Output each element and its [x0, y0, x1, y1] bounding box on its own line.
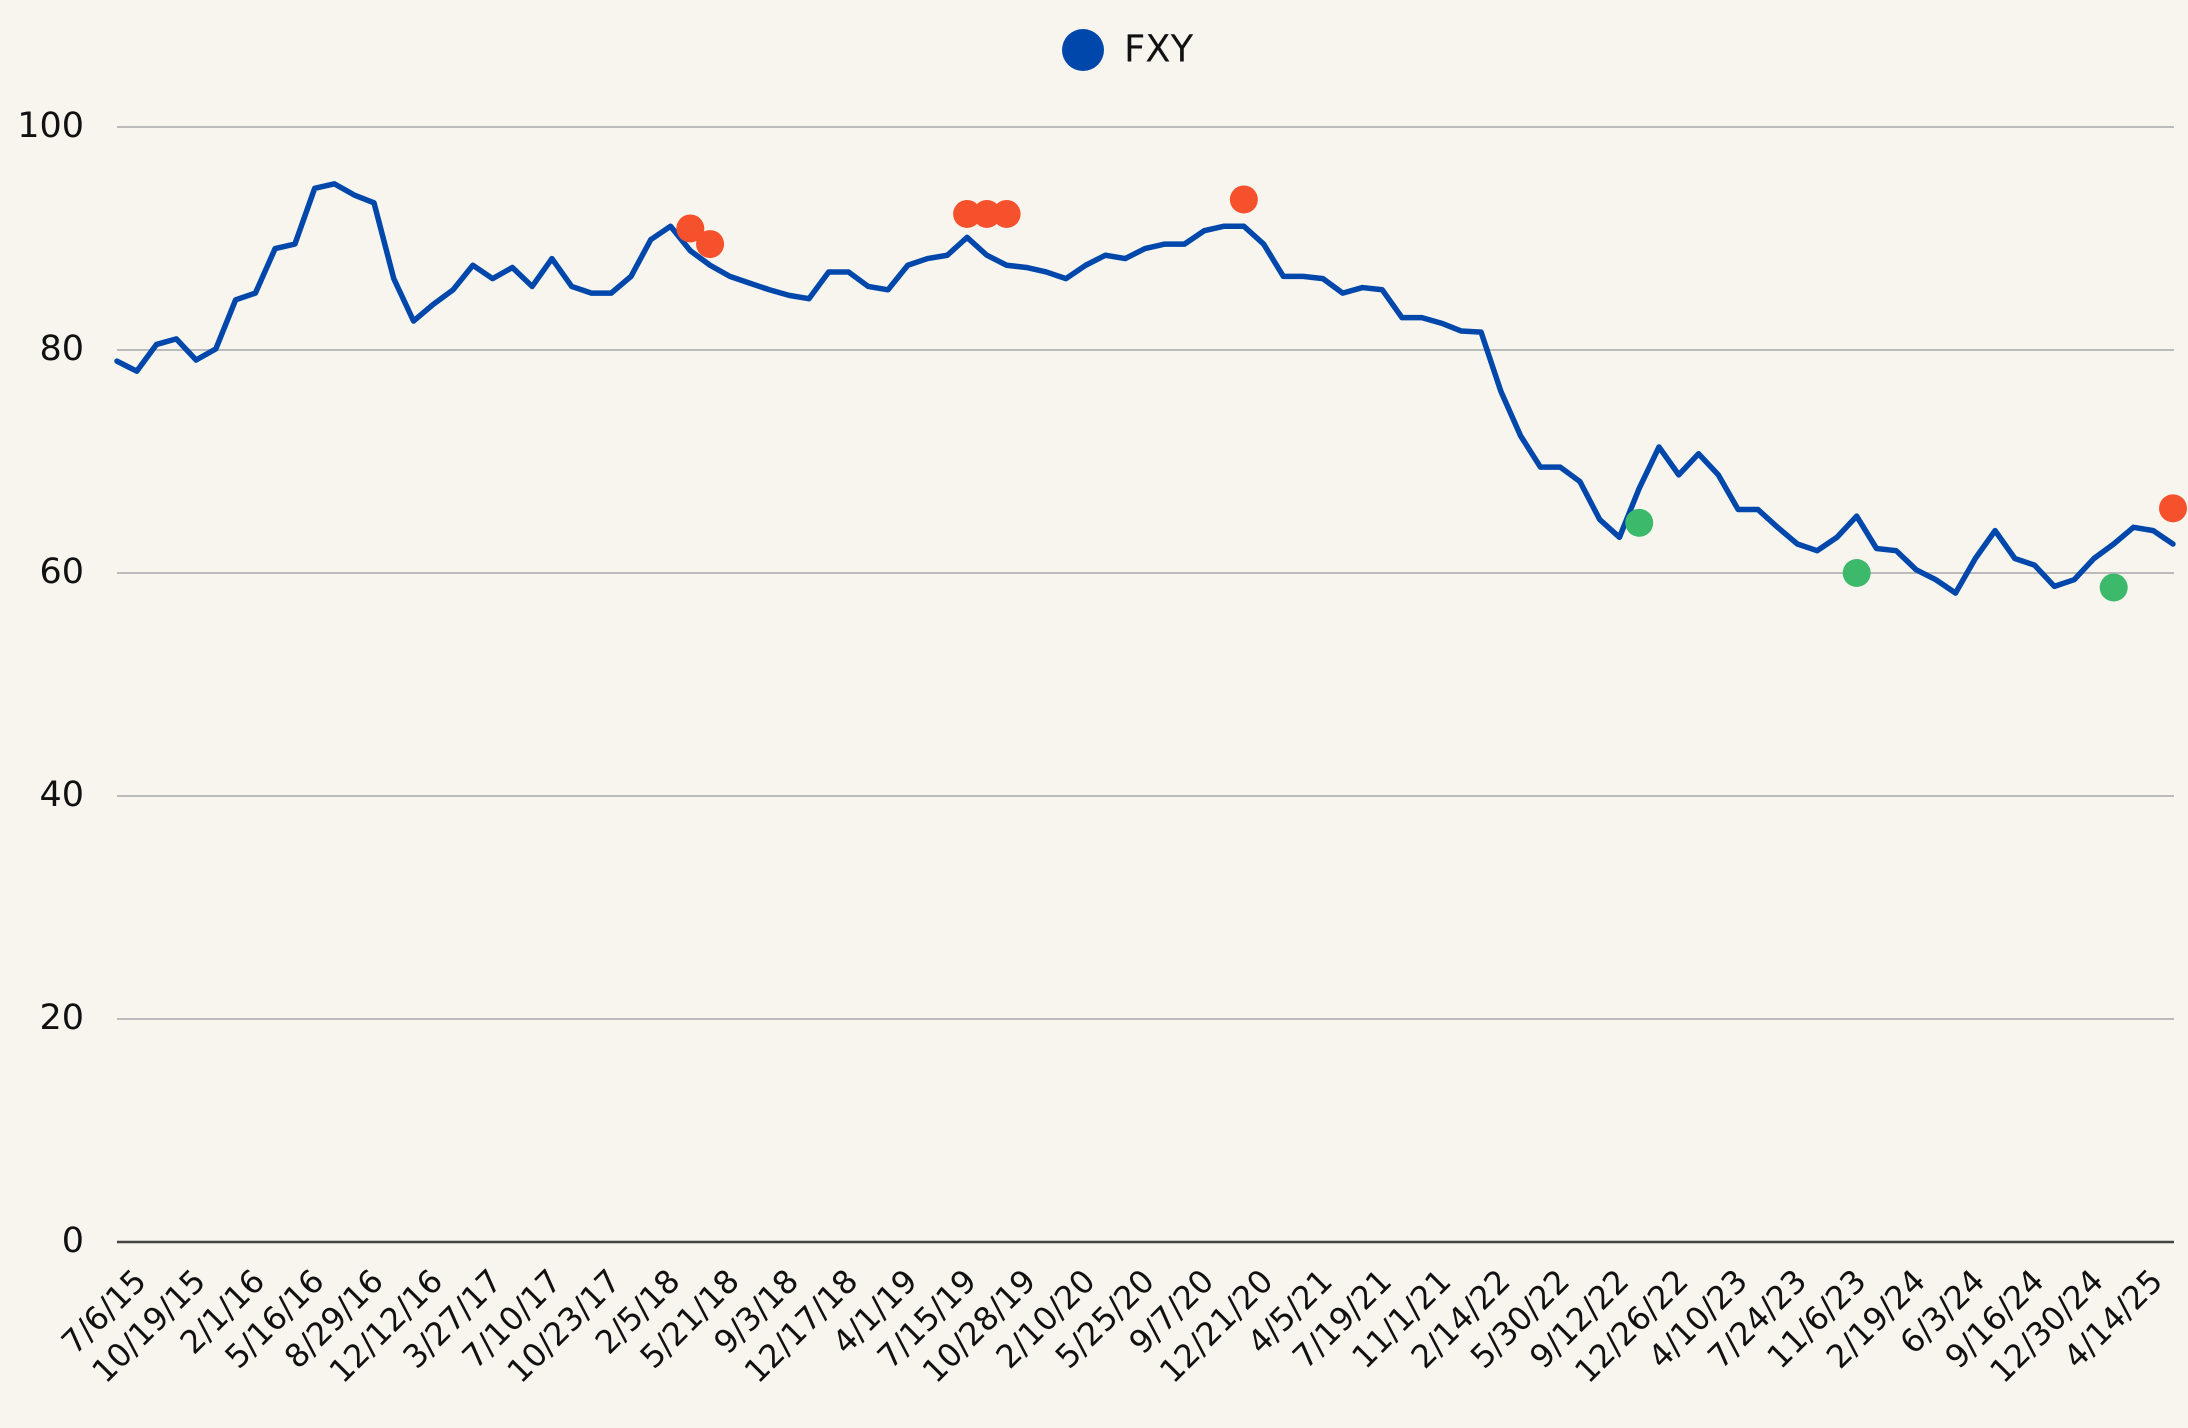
legend-label: FXY	[1124, 28, 1194, 71]
y-tick-label: 40	[39, 775, 84, 815]
y-tick-label: 60	[39, 552, 84, 592]
legend: FXY	[1062, 28, 1194, 71]
signal-dot	[992, 199, 1021, 228]
signal-dot	[2099, 573, 2128, 602]
y-tick-label: 100	[17, 106, 84, 146]
line	[114, 181, 2176, 596]
signal-dot	[953, 199, 982, 228]
legend-swatch	[1062, 29, 1104, 71]
y-tick-label: 80	[39, 329, 84, 369]
signal-dot	[972, 199, 1001, 228]
signal-dot	[676, 214, 705, 243]
signal-dot	[1229, 185, 1258, 214]
signal-dot	[1842, 559, 1871, 587]
y-tick-label: 20	[39, 998, 84, 1038]
signal-dot	[696, 230, 725, 259]
signal-dot	[2159, 494, 2187, 523]
y-tick-label: 0	[62, 1221, 84, 1261]
signal-dot	[1625, 508, 1654, 537]
